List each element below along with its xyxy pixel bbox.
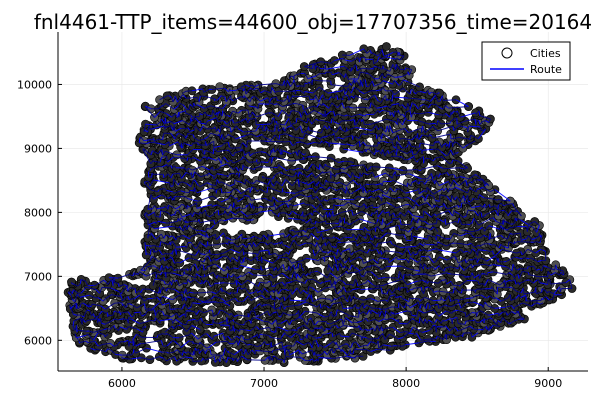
route-segment: [278, 358, 284, 361]
route-segment: [428, 340, 430, 342]
route-segment: [245, 329, 251, 332]
route-segment: [358, 325, 361, 331]
route-segment: [227, 350, 230, 353]
city-point: [381, 42, 391, 51]
route-segment: [212, 354, 224, 356]
route-segment: [166, 351, 169, 354]
route-segment: [175, 349, 178, 352]
route-segment: [488, 326, 491, 330]
route-segment: [260, 350, 268, 352]
route-segment: [204, 333, 207, 335]
route-segment: [258, 334, 261, 339]
route-segment: [285, 356, 301, 358]
city-point: [294, 163, 304, 173]
route-segment: [338, 347, 341, 350]
route-segment: [106, 328, 111, 330]
route-segment: [231, 357, 233, 360]
route-segment: [242, 353, 245, 355]
chart-title: fnl4461-TTP_items=44600_obj=17707356_tim…: [34, 10, 592, 34]
route-segment: [352, 350, 355, 354]
route-segment: [361, 336, 363, 340]
route-segment: [351, 353, 354, 355]
route-segment: [161, 333, 167, 335]
route-segment: [396, 345, 403, 347]
route-segment: [171, 340, 173, 342]
route-segment: [247, 359, 266, 361]
route-segment: [210, 353, 213, 356]
route-segment: [324, 328, 327, 331]
city-point: [301, 148, 310, 158]
route-segment: [330, 332, 333, 334]
route-segment: [121, 340, 124, 343]
route-segment: [370, 340, 372, 343]
route-segment: [267, 334, 270, 337]
route-segment: [229, 357, 232, 360]
route-segment: [206, 349, 209, 351]
route-segment: [322, 333, 327, 335]
route-segment: [269, 335, 271, 338]
route-segment: [198, 348, 200, 354]
route-segment: [295, 329, 298, 332]
route-segment: [259, 333, 263, 336]
route-segment: [181, 352, 184, 356]
route-segment: [131, 340, 134, 342]
route-segment: [284, 348, 287, 356]
route-segment: [162, 344, 164, 347]
route-segment: [103, 334, 106, 336]
route-segment: [194, 347, 196, 355]
route-segment: [407, 332, 410, 335]
route-segment: [355, 348, 358, 350]
route-segment: [368, 338, 379, 340]
route-segment: [172, 340, 175, 342]
route-segment: [262, 334, 268, 336]
route-segment: [287, 345, 294, 347]
route-segment: [268, 343, 271, 345]
route-segment: [241, 348, 243, 355]
route-segment: [229, 325, 231, 332]
route-segment: [156, 335, 159, 338]
route-segment: [115, 354, 123, 356]
route-segment: [283, 359, 285, 363]
route-segment: [325, 328, 331, 330]
route-segment: [362, 336, 367, 339]
route-segment: [318, 357, 332, 359]
city-point: [484, 221, 494, 231]
route-segment: [121, 356, 123, 359]
route-segment: [408, 332, 414, 335]
